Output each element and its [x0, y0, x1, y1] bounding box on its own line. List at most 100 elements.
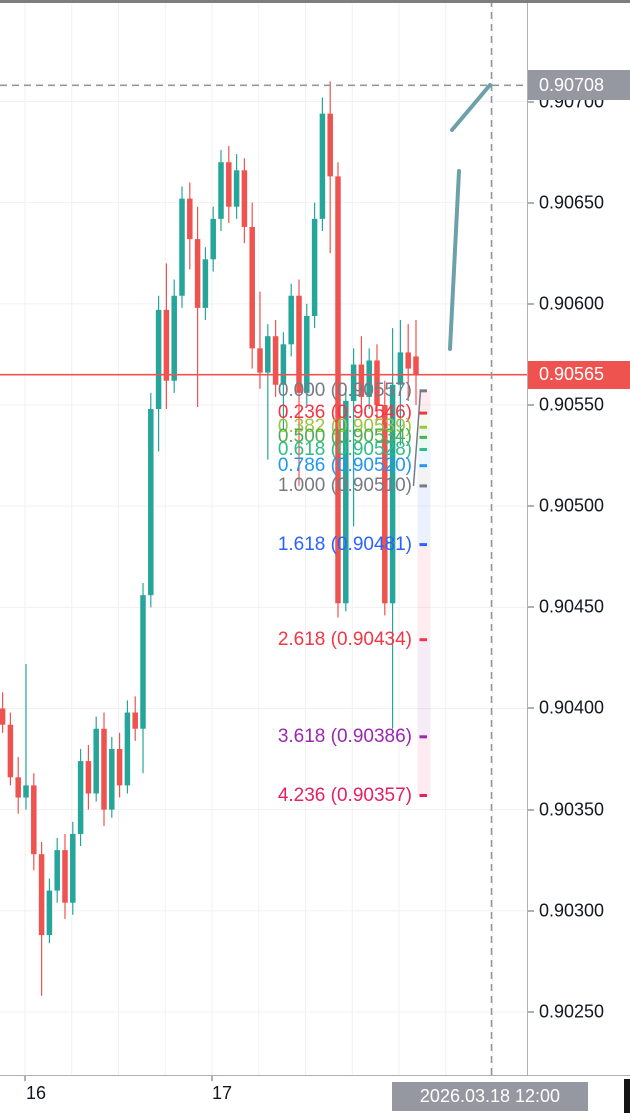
price-axis-label: 0.90350 — [539, 799, 605, 820]
fib-level-tick — [419, 464, 427, 468]
fib-level-label[interactable]: 0.236 (0.90546) — [277, 402, 412, 424]
top-border — [0, 0, 630, 3]
fib-level-tick — [419, 735, 427, 739]
candle-body — [405, 352, 411, 369]
fib-level-label[interactable]: 0.382 (0.90539) — [277, 416, 412, 438]
fib-band-segment — [417, 449, 431, 466]
candle-body — [155, 309, 162, 410]
time-axis-label: 17 — [211, 1083, 233, 1103]
chart-canvas[interactable] — [0, 0, 527, 1075]
time-axis[interactable]: 16 17 2026.03.18 12:00 — [0, 1075, 630, 1118]
candle-body — [366, 360, 372, 397]
fib-level-tick — [419, 543, 427, 547]
candle-body — [311, 218, 318, 316]
candle-body — [23, 785, 29, 798]
candle-body — [38, 854, 45, 936]
time-axis-tick — [24, 1075, 26, 1081]
candle-body — [218, 162, 224, 219]
candle-body — [163, 309, 170, 381]
candle-body — [93, 728, 99, 794]
price-axis-label: 0.90250 — [539, 1001, 605, 1022]
fib-trendline[interactable] — [412, 390, 422, 486]
candle-body — [54, 850, 60, 891]
candle-body — [241, 170, 248, 227]
time-axis-label: 16 — [25, 1083, 47, 1103]
candle-body — [124, 712, 131, 786]
candle-body — [350, 364, 357, 401]
fib-level-label[interactable]: 0.000 (0.90557) — [277, 379, 412, 401]
price-axis-tick — [528, 808, 534, 811]
price-axis-tick — [528, 707, 534, 710]
fib-level-tick — [419, 448, 427, 452]
fib-band-segment — [417, 413, 431, 428]
price-axis-label: 0.90600 — [539, 293, 605, 314]
candle-body — [70, 833, 76, 903]
fib-band-segment — [417, 736, 431, 796]
candle-body — [15, 777, 21, 798]
fib-level-label[interactable]: 3.618 (0.90386) — [277, 725, 412, 747]
price-axis-label: 0.90300 — [539, 900, 605, 921]
fib-level-tick — [419, 794, 427, 798]
candle-body — [249, 226, 255, 349]
fib-band-segment — [417, 544, 431, 640]
candle-body — [116, 748, 123, 786]
candle-body — [187, 198, 193, 240]
candle-body — [382, 405, 388, 604]
price-axis-tick — [528, 404, 534, 406]
fib-level-label[interactable]: 4.236 (0.90357) — [277, 784, 412, 806]
fib-level-label[interactable]: 0.500 (0.90534) — [277, 426, 412, 448]
crosshair-time-badge: 2026.03.18 12:00 — [392, 1082, 588, 1111]
candle-body — [109, 748, 115, 810]
fib-band-segment — [417, 427, 431, 438]
candle-body — [132, 712, 138, 729]
trend-projection-line[interactable] — [448, 169, 461, 351]
price-axis-tick — [528, 505, 534, 508]
candle-body — [226, 162, 232, 207]
price-axis-tick — [528, 606, 534, 609]
candle-body — [257, 348, 263, 373]
candle-body — [77, 761, 84, 834]
trend-projection-line[interactable] — [450, 83, 492, 132]
corner-widget[interactable] — [624, 1079, 630, 1113]
price-axis-label: 0.90550 — [539, 394, 605, 415]
candle-body — [62, 850, 68, 903]
price-axis[interactable]: 0.90700 0.90650 0.90600 0.90550 0.90500 0.904… — [527, 0, 630, 1075]
crosshair-time-label: 2026.03.18 12:00 — [419, 1086, 561, 1106]
candlestick-chart — [0, 0, 527, 1075]
fib-level-tick — [419, 411, 427, 415]
candle-body — [194, 239, 201, 308]
price-axis-label: 0.90450 — [539, 596, 605, 617]
candle-body — [343, 400, 349, 604]
candle-body — [7, 724, 14, 778]
fib-level-tick — [419, 425, 427, 429]
fib-level-tick — [419, 484, 427, 488]
candle-body — [288, 295, 294, 345]
fib-level-tick — [419, 389, 427, 393]
fib-level-label[interactable]: 0.618 (0.90528) — [277, 438, 412, 460]
candle-body — [85, 761, 92, 794]
candle-body — [296, 295, 302, 393]
crosshair-price-label: 0.90708 — [539, 74, 605, 95]
fib-level-label[interactable]: 0.786 (0.90520) — [277, 454, 412, 476]
fib-band-segment — [417, 639, 431, 737]
candle-body — [358, 364, 365, 397]
fib-level-label[interactable]: 1.618 (0.90481) — [277, 533, 412, 555]
candle-body — [148, 409, 154, 596]
candle-body — [0, 708, 6, 725]
candle-body — [31, 785, 37, 855]
fib-level-label[interactable]: 1.000 (0.90510) — [277, 474, 412, 496]
current-price-badge: 0.90565 — [528, 360, 630, 389]
candle-body — [304, 315, 310, 393]
price-axis-tick — [528, 201, 534, 204]
candle-body — [335, 176, 341, 604]
candle-body — [280, 344, 287, 385]
price-axis-label: 0.90400 — [539, 697, 605, 718]
candle-body — [101, 728, 107, 810]
candle-body — [179, 198, 185, 296]
fib-level-label[interactable]: 2.618 (0.90434) — [277, 628, 412, 650]
price-axis-tick — [528, 1010, 534, 1013]
candle-body — [140, 595, 146, 729]
price-axis-label: 0.90650 — [539, 192, 605, 213]
candle-body — [233, 170, 240, 207]
